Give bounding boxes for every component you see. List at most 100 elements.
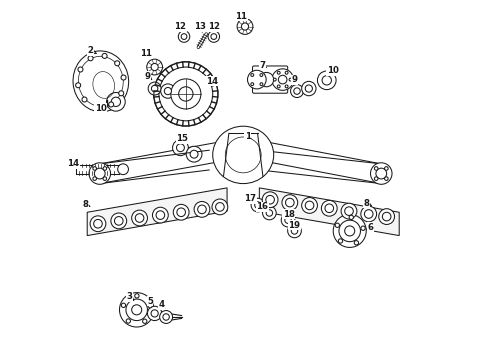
Text: 13: 13 [194, 22, 206, 31]
Circle shape [305, 85, 313, 92]
Circle shape [259, 72, 274, 87]
Circle shape [266, 195, 274, 204]
Text: 9: 9 [292, 75, 297, 84]
Circle shape [341, 203, 357, 219]
Circle shape [251, 73, 254, 76]
Circle shape [90, 216, 106, 231]
Circle shape [305, 201, 314, 210]
Circle shape [263, 206, 276, 220]
Circle shape [365, 210, 373, 218]
Circle shape [75, 83, 81, 88]
Circle shape [266, 210, 272, 216]
Circle shape [302, 198, 318, 213]
Circle shape [379, 209, 394, 225]
Circle shape [147, 306, 162, 320]
Circle shape [153, 62, 218, 126]
Text: 18: 18 [283, 210, 295, 219]
Circle shape [171, 79, 201, 109]
Text: 6: 6 [368, 223, 373, 232]
Circle shape [172, 140, 188, 156]
Circle shape [385, 177, 388, 180]
Text: 16: 16 [256, 202, 268, 211]
Circle shape [126, 299, 147, 320]
Circle shape [107, 93, 125, 111]
Circle shape [135, 214, 144, 222]
Circle shape [281, 213, 295, 227]
Circle shape [260, 73, 263, 76]
Circle shape [177, 208, 186, 217]
Circle shape [102, 53, 107, 58]
Circle shape [344, 207, 353, 215]
Circle shape [262, 192, 278, 208]
Circle shape [190, 150, 198, 158]
Circle shape [242, 23, 248, 30]
Ellipse shape [213, 126, 274, 184]
Text: 8: 8 [364, 199, 370, 208]
Circle shape [286, 198, 294, 207]
Circle shape [251, 83, 254, 86]
Circle shape [103, 177, 107, 180]
Circle shape [302, 81, 316, 96]
Circle shape [211, 34, 217, 40]
Circle shape [148, 303, 152, 308]
Circle shape [88, 56, 93, 61]
Circle shape [289, 78, 292, 81]
Text: 15: 15 [176, 134, 188, 143]
FancyBboxPatch shape [252, 66, 288, 93]
Circle shape [318, 71, 336, 90]
Circle shape [126, 319, 130, 323]
Circle shape [291, 85, 303, 98]
Circle shape [120, 293, 154, 327]
Circle shape [335, 223, 340, 228]
Circle shape [135, 294, 139, 298]
Circle shape [294, 88, 300, 94]
Circle shape [173, 204, 189, 220]
Circle shape [385, 167, 388, 170]
Circle shape [115, 61, 120, 66]
Circle shape [181, 34, 187, 40]
Circle shape [333, 215, 366, 247]
Circle shape [118, 164, 128, 175]
Text: 10: 10 [327, 66, 339, 75]
Text: 10: 10 [95, 104, 107, 113]
Text: 11: 11 [140, 49, 152, 58]
Circle shape [370, 163, 392, 184]
Circle shape [121, 75, 126, 80]
Text: 3: 3 [126, 292, 132, 301]
Circle shape [361, 206, 377, 222]
Text: 17: 17 [244, 194, 256, 203]
Text: 8: 8 [82, 200, 88, 209]
Circle shape [247, 70, 266, 89]
Text: 14: 14 [68, 159, 80, 168]
Circle shape [186, 146, 202, 162]
Circle shape [119, 91, 123, 96]
Circle shape [382, 212, 391, 221]
Circle shape [291, 228, 298, 234]
Circle shape [93, 177, 97, 180]
Circle shape [143, 319, 147, 323]
Circle shape [94, 220, 102, 228]
Circle shape [277, 85, 280, 88]
Circle shape [103, 167, 107, 170]
Circle shape [197, 205, 206, 214]
Circle shape [376, 168, 387, 179]
Circle shape [160, 311, 172, 323]
Circle shape [151, 63, 158, 71]
Circle shape [349, 215, 353, 220]
Circle shape [89, 163, 111, 184]
Circle shape [212, 199, 228, 215]
Circle shape [273, 78, 276, 81]
Circle shape [208, 31, 220, 42]
Text: 5: 5 [147, 297, 153, 306]
Text: 12: 12 [209, 22, 221, 31]
Circle shape [159, 67, 213, 121]
Circle shape [148, 82, 161, 95]
Circle shape [151, 310, 158, 317]
Circle shape [151, 85, 158, 92]
Circle shape [164, 87, 171, 95]
Circle shape [95, 104, 99, 109]
Circle shape [95, 168, 105, 179]
Circle shape [179, 87, 193, 101]
Circle shape [152, 207, 168, 223]
Polygon shape [87, 188, 227, 235]
